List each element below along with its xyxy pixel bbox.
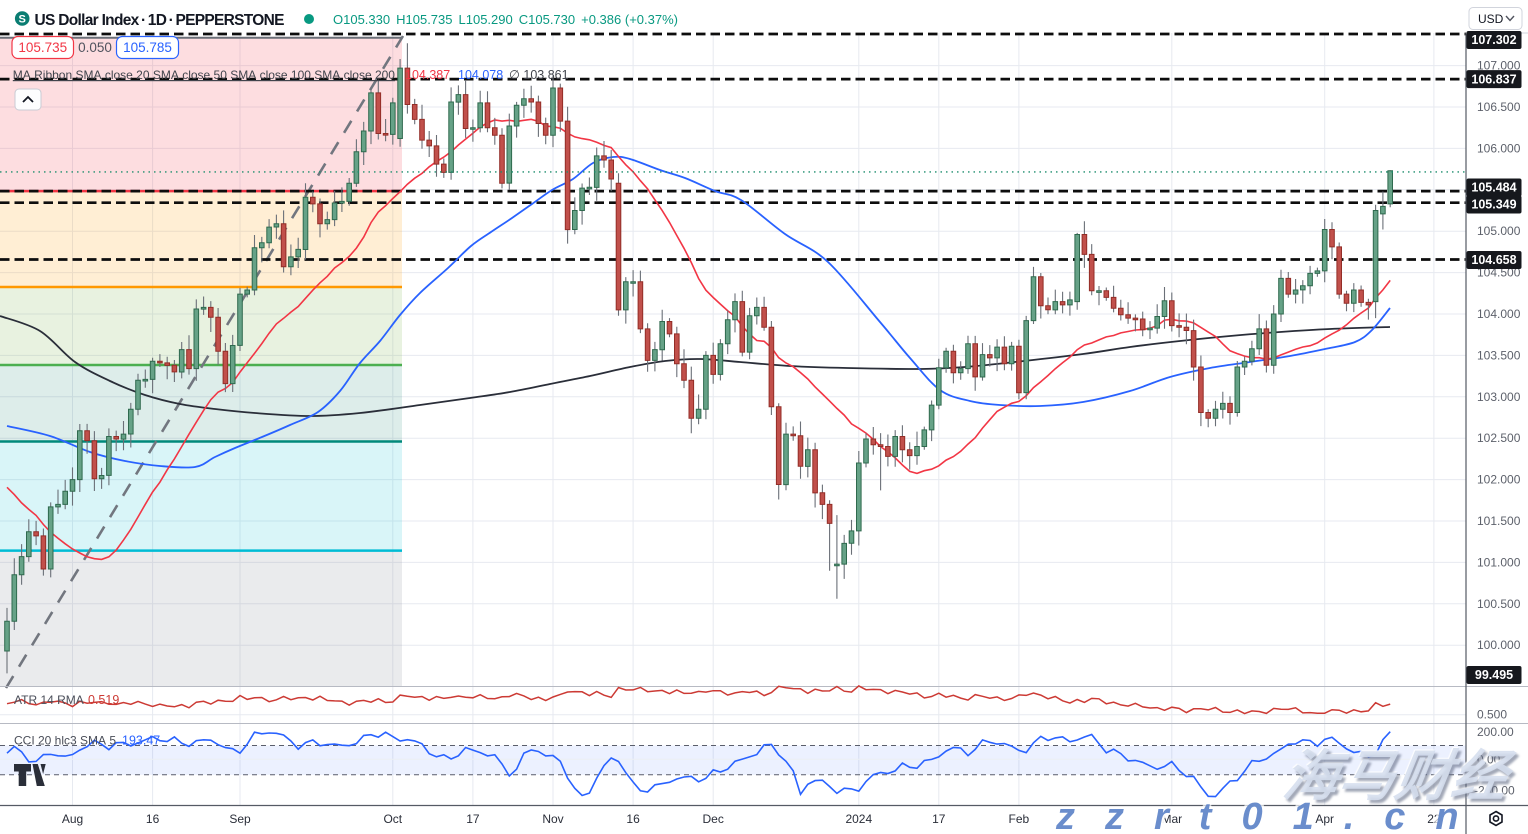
svg-text:104.658: 104.658 bbox=[1471, 253, 1516, 267]
svg-text:101.000: 101.000 bbox=[1477, 555, 1521, 569]
svg-text:Dec: Dec bbox=[703, 812, 724, 826]
svg-text:2024: 2024 bbox=[845, 812, 872, 826]
svg-text:S: S bbox=[19, 14, 26, 26]
svg-text:106.837: 106.837 bbox=[1471, 72, 1516, 86]
svg-text:200.00: 200.00 bbox=[1477, 725, 1514, 739]
svg-text:106.500: 106.500 bbox=[1477, 100, 1521, 114]
svg-text:100.000: 100.000 bbox=[1477, 638, 1521, 652]
svg-text:16: 16 bbox=[146, 812, 160, 826]
svg-text:CCI 20 hlc3 SMA 5: CCI 20 hlc3 SMA 5 bbox=[14, 734, 116, 748]
svg-text:0.00: 0.00 bbox=[1477, 752, 1501, 766]
svg-text:104.000: 104.000 bbox=[1477, 307, 1521, 321]
svg-text:Nov: Nov bbox=[542, 812, 563, 826]
svg-text:105.349: 105.349 bbox=[1471, 198, 1516, 212]
svg-text:0.050: 0.050 bbox=[78, 40, 112, 55]
svg-text:103.000: 103.000 bbox=[1477, 390, 1521, 404]
svg-text:Feb: Feb bbox=[1009, 812, 1030, 826]
svg-text:104.500: 104.500 bbox=[1477, 266, 1521, 280]
svg-text:101.500: 101.500 bbox=[1477, 514, 1521, 528]
svg-text:107.302: 107.302 bbox=[1471, 33, 1516, 47]
svg-text:Apr: Apr bbox=[1315, 812, 1334, 826]
svg-text:17: 17 bbox=[932, 812, 946, 826]
svg-text:103.500: 103.500 bbox=[1477, 348, 1521, 362]
svg-text:Aug: Aug bbox=[62, 812, 83, 826]
svg-text:99.495: 99.495 bbox=[1475, 668, 1513, 682]
svg-text:Sep: Sep bbox=[229, 812, 251, 826]
svg-text:-200.00: -200.00 bbox=[1474, 783, 1515, 797]
svg-text:Mar: Mar bbox=[1161, 812, 1182, 826]
svg-text:100.500: 100.500 bbox=[1477, 597, 1521, 611]
svg-text:193.47: 193.47 bbox=[122, 734, 160, 748]
svg-text:0.500: 0.500 bbox=[1477, 708, 1507, 722]
svg-text:102.000: 102.000 bbox=[1477, 473, 1521, 487]
svg-text:22: 22 bbox=[1427, 812, 1441, 826]
svg-text:Oct: Oct bbox=[383, 812, 402, 826]
svg-text:0.519: 0.519 bbox=[88, 693, 119, 707]
svg-text:USD: USD bbox=[1478, 12, 1504, 26]
svg-text:105.484: 105.484 bbox=[1471, 181, 1516, 195]
svg-text:MA Ribbon SMA close 20 SMA clo: MA Ribbon SMA close 20 SMA close 50 SMA … bbox=[13, 68, 396, 82]
svg-text:104.387: 104.387 bbox=[405, 68, 450, 82]
svg-text:∅ 103.861: ∅ 103.861 bbox=[509, 68, 569, 82]
svg-text:107.000: 107.000 bbox=[1477, 59, 1521, 73]
svg-text:105.735: 105.735 bbox=[18, 40, 67, 55]
svg-text:17: 17 bbox=[466, 812, 480, 826]
svg-text:105.000: 105.000 bbox=[1477, 224, 1521, 238]
svg-text:105.785: 105.785 bbox=[123, 40, 172, 55]
svg-text:106.000: 106.000 bbox=[1477, 141, 1521, 155]
svg-text:102.500: 102.500 bbox=[1477, 431, 1521, 445]
svg-text:ATR 14 RMA: ATR 14 RMA bbox=[14, 693, 84, 707]
svg-text:US Dollar Index · 1D · PEPPERS: US Dollar Index · 1D · PEPPERSTONE bbox=[35, 12, 285, 29]
svg-text:104.078: 104.078 bbox=[458, 68, 503, 82]
svg-text:16: 16 bbox=[626, 812, 640, 826]
